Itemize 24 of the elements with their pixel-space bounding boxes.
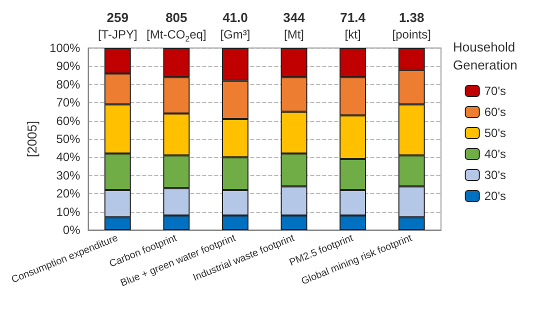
text: 41.0 [Gm³] [220, 10, 250, 42]
y-tick-label: 90% [56, 59, 81, 74]
text: 259 [T-JPY] [98, 10, 138, 42]
legend-label: 70's [484, 84, 506, 98]
legend-label: 30's [484, 168, 506, 182]
y-tick-label: 0% [62, 223, 81, 237]
y-tick-label: 50% [56, 132, 81, 146]
y-tick-label: 100% [50, 41, 81, 55]
text: 1.38 [points] [392, 10, 431, 42]
y-axis-title: [2005] [24, 120, 40, 158]
legend-label: 40's [484, 147, 506, 161]
legend-title: Household Generation [453, 40, 519, 72]
y-tick-label: 80% [56, 77, 81, 92]
y-tick-label: 10% [56, 204, 81, 219]
legend-label: 20's [484, 189, 506, 203]
text: 71.4 [kt] [340, 10, 366, 42]
y-tick-label: 70% [56, 96, 81, 110]
y-tick-label: 30% [56, 168, 81, 182]
text: 344 [Mt] [283, 10, 306, 42]
legend-label: 50's [484, 126, 506, 140]
y-tick-label: 20% [56, 186, 81, 201]
y-tick-label: 60% [56, 114, 81, 128]
y-tick-label: 40% [56, 150, 81, 164]
legend-label: 60's [484, 105, 506, 119]
